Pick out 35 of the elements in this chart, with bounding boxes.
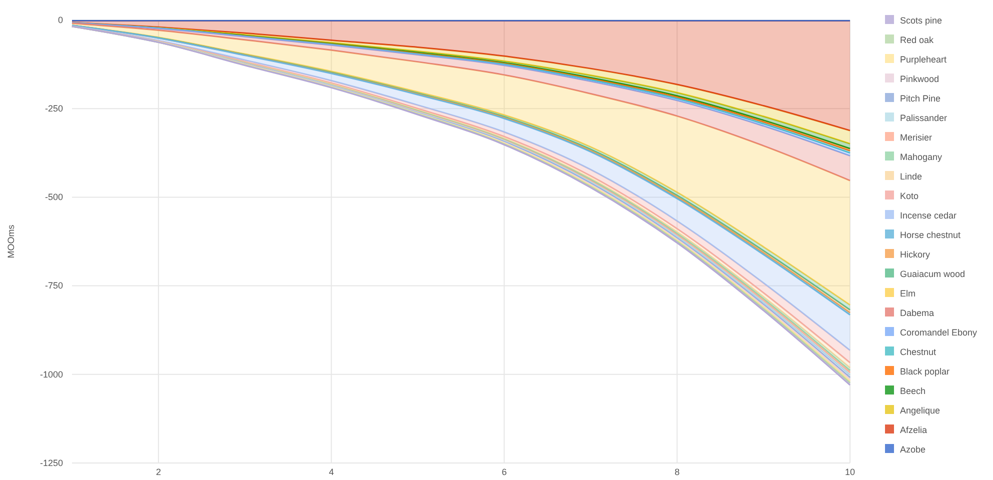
y-axis-title: MOOms xyxy=(6,224,16,258)
legend-label: Pitch Pine xyxy=(900,94,941,104)
legend-label: Black poplar xyxy=(900,366,950,376)
legend-label: Hickory xyxy=(900,250,930,260)
legend-label: Dabema xyxy=(900,308,934,318)
legend-label: Mahogany xyxy=(900,152,943,162)
legend-label: Guaiacum wood xyxy=(900,269,966,279)
legend-label: Horse chestnut xyxy=(900,230,962,240)
y-tick-label: -750 xyxy=(44,280,63,291)
x-tick-label: 4 xyxy=(328,467,334,477)
legend-label: Afzelia xyxy=(900,425,928,435)
legend-label: Linde xyxy=(900,172,922,182)
y-tick-label: 0 xyxy=(58,14,63,25)
legend-label: Pinkwood xyxy=(900,74,940,84)
legend-label: Azobe xyxy=(900,444,926,454)
legend-label: Elm xyxy=(900,288,916,298)
legend-label: Coromandel Ebony xyxy=(900,328,978,338)
x-tick-label: 2 xyxy=(156,467,161,477)
x-tick-label: 10 xyxy=(844,467,856,477)
legend-label: Red oak xyxy=(900,35,934,45)
legend-label: Purpleheart xyxy=(900,54,948,64)
legend-label: Merisier xyxy=(900,132,932,142)
legend-label: Chestnut xyxy=(900,347,937,357)
legend-label: Scots pine xyxy=(900,16,942,26)
legend-label: Palissander xyxy=(900,113,948,123)
x-tick-label: 6 xyxy=(502,467,507,477)
x-tick-label: 8 xyxy=(674,467,680,477)
y-tick-label: -1250 xyxy=(40,458,63,468)
legend-label: Beech xyxy=(900,386,926,396)
legend-label: Incense cedar xyxy=(900,210,957,220)
y-tick-label: -1000 xyxy=(40,369,63,380)
legend-label: Angelique xyxy=(900,406,940,416)
y-tick-label: -500 xyxy=(44,192,63,202)
y-tick-label: -250 xyxy=(44,103,63,114)
legend-label: Koto xyxy=(900,191,919,201)
